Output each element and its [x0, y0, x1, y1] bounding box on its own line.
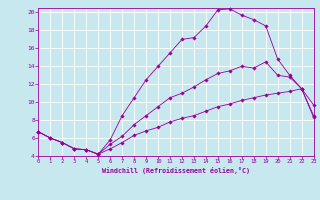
- X-axis label: Windchill (Refroidissement éolien,°C): Windchill (Refroidissement éolien,°C): [102, 167, 250, 174]
